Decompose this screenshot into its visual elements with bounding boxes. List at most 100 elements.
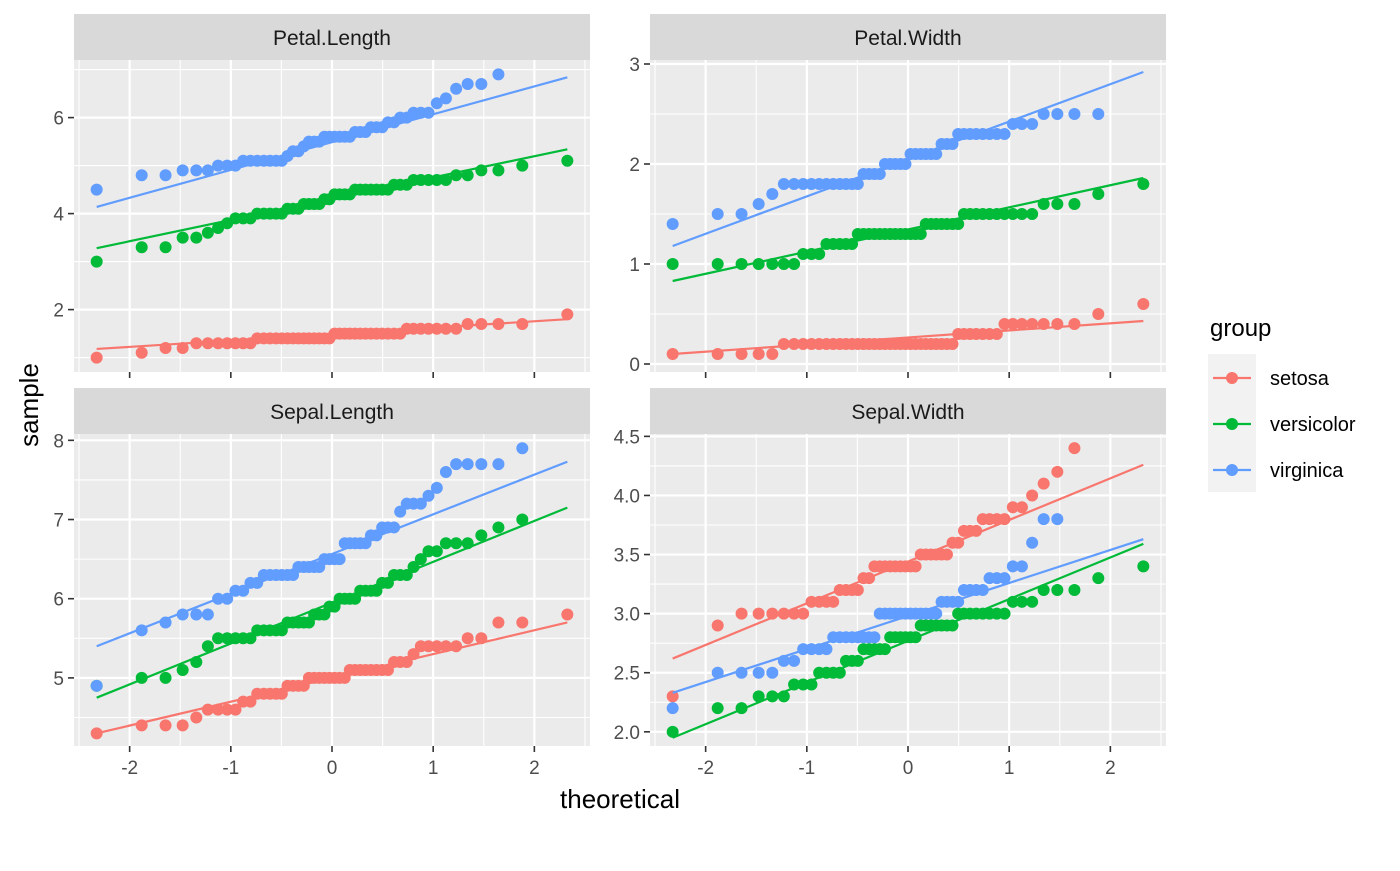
point-setosa [1015,501,1028,514]
point-virginica [1026,118,1039,130]
series-setosa [666,298,1150,360]
point-virginica [251,576,264,589]
legend-keys: setosa versicolor virginica [1208,354,1356,492]
point-versicolor [1051,584,1064,596]
point-versicolor [407,561,420,574]
point-setosa [1015,318,1028,330]
point-setosa [450,322,463,335]
point-versicolor [711,258,724,270]
point-setosa [190,337,203,350]
facet-strip [650,14,1166,60]
y-tick-label: 3 [629,55,640,76]
point-versicolor [212,222,225,234]
point-versicolor [414,553,427,566]
point-setosa [1026,489,1039,502]
x-axis-title: theoretical [560,784,680,814]
point-virginica [430,97,443,110]
point-versicolor [1068,584,1081,596]
point-virginica [176,164,189,177]
y-tick-label: 2.0 [614,723,640,744]
point-versicolor [135,241,148,254]
point-virginica [1051,513,1064,526]
facet-strip [650,388,1166,434]
series-virginica [666,70,1144,248]
y-tick-label: 6 [53,590,64,611]
point-versicolor [813,248,826,260]
x-tick-label: -1 [222,758,239,779]
point-versicolor [439,174,452,186]
point-setosa [766,348,779,360]
y-tick-label: 6 [53,109,64,130]
point-virginica [952,595,965,608]
point-virginica [439,466,452,479]
point-setosa [711,619,724,632]
point-virginica [788,178,801,190]
point-versicolor [450,537,463,550]
x-tick-label: 1 [428,758,439,779]
point-virginica [1051,108,1064,120]
point-virginica [190,608,203,621]
point-versicolor [998,607,1011,620]
point-virginica [946,138,959,150]
series-virginica [666,513,1144,715]
x-tick-label: 1 [1004,758,1015,779]
point-setosa [201,703,214,716]
point-versicolor [797,248,810,260]
point-versicolor [666,725,679,738]
point-virginica [752,666,765,679]
point-setosa [221,703,234,716]
point-virginica [212,592,225,605]
point-versicolor [777,258,790,270]
point-virginica [752,198,765,210]
y-tick-label: 2 [53,301,64,322]
point-versicolor [766,690,779,703]
y-tick-label: 4.0 [614,486,640,507]
point-versicolor [1092,188,1105,200]
point-versicolor [212,632,225,645]
point-setosa [190,711,203,724]
point-virginica [135,624,148,637]
point-versicolor [805,678,818,691]
point-virginica [430,481,443,494]
point-virginica [492,458,505,471]
point-virginica [159,169,172,182]
point-versicolor [1068,198,1081,210]
point-virginica [998,128,1011,140]
point-versicolor [400,568,413,581]
legend-label-virginica: virginica [1270,460,1344,482]
legend-point-virginica [1226,464,1238,476]
point-versicolor [422,545,435,558]
point-setosa [666,348,679,360]
series-virginica [90,442,568,692]
facet-strip-label: Sepal.Width [851,401,964,424]
point-setosa [516,318,529,330]
point-versicolor [752,258,765,270]
facet-panel-petal-length: Petal.Length 2 4 6 [53,14,590,378]
point-virginica [212,159,225,172]
point-versicolor [777,690,790,703]
point-virginica [333,553,346,566]
point-versicolor [1051,198,1064,210]
point-virginica [868,631,881,644]
point-versicolor [492,164,505,177]
point-versicolor [561,154,574,167]
point-setosa [788,338,801,350]
point-setosa [159,719,172,732]
point-virginica [930,607,943,620]
point-setosa [176,342,189,354]
point-setosa [430,640,443,653]
point-versicolor [851,654,864,667]
point-versicolor [450,169,463,182]
y-tick-label: 4 [53,205,64,226]
point-virginica [1092,108,1105,120]
point-versicolor [190,656,203,669]
point-versicolor [1037,584,1050,596]
point-setosa [990,328,1003,340]
y-tick-label: 2 [629,155,640,176]
point-virginica [90,183,103,196]
point-setosa [1051,318,1064,330]
point-versicolor [475,529,488,542]
y-tick-label: 8 [53,431,64,452]
point-setosa [159,342,172,354]
